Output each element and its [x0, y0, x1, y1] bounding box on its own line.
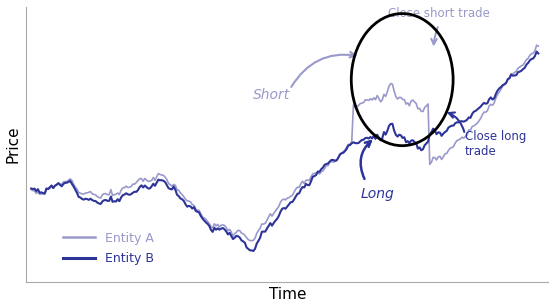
Text: Close long
trade: Close long trade	[465, 130, 526, 158]
X-axis label: Time: Time	[269, 287, 306, 302]
Legend: Entity A, Entity B: Entity A, Entity B	[59, 227, 159, 270]
Y-axis label: Price: Price	[6, 125, 20, 163]
Text: Short: Short	[253, 88, 291, 102]
Text: Long: Long	[361, 187, 394, 201]
Text: Close short trade: Close short trade	[388, 7, 490, 20]
